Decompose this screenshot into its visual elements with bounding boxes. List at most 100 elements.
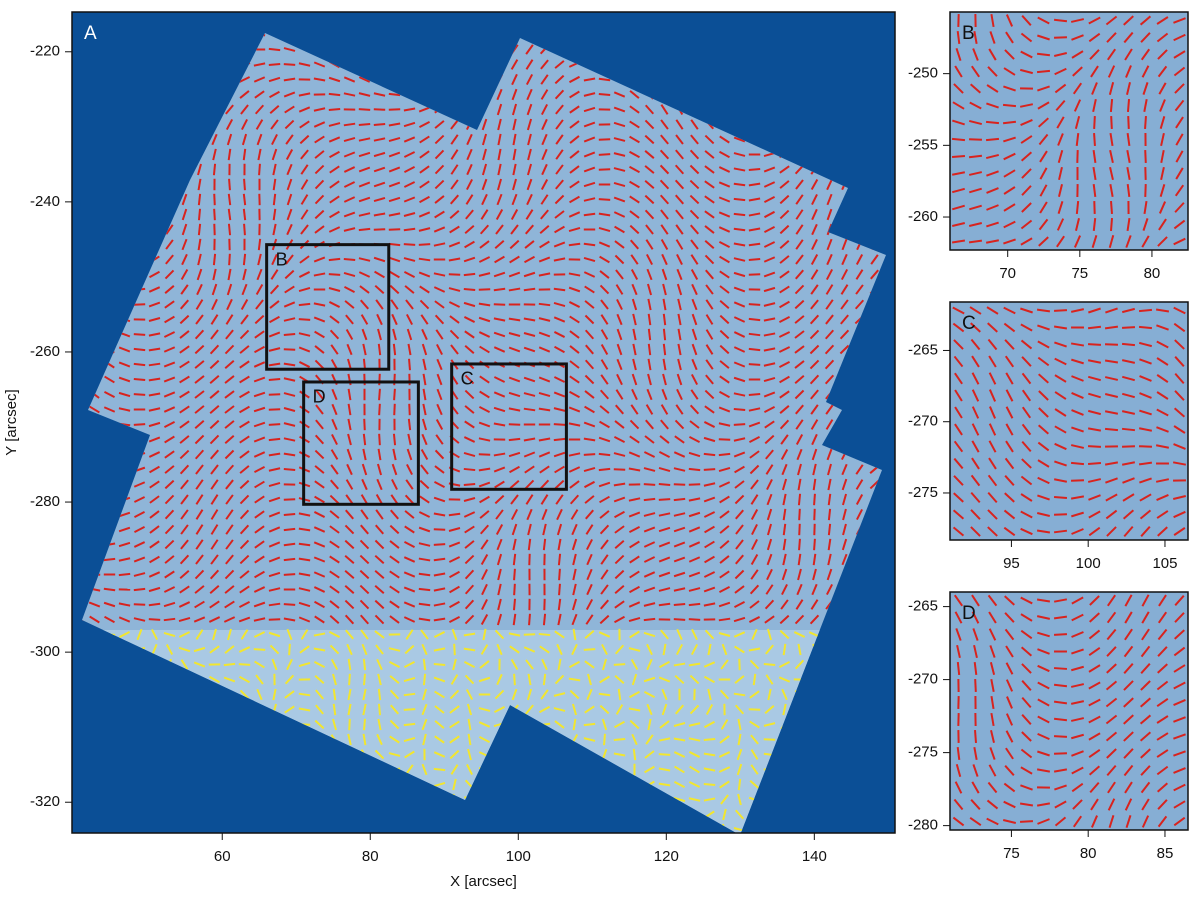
field-dash bbox=[359, 229, 370, 230]
field-dash bbox=[394, 404, 395, 415]
y-tick-label: -260 bbox=[908, 208, 938, 225]
field-dash bbox=[1003, 105, 1016, 106]
field-dash bbox=[269, 439, 280, 440]
field-dash bbox=[164, 619, 175, 620]
field-dash bbox=[394, 344, 395, 355]
field-dash bbox=[619, 689, 620, 700]
x-tick-label: 75 bbox=[1003, 845, 1020, 862]
field-dash bbox=[659, 754, 670, 755]
field-dash bbox=[649, 329, 650, 340]
field-dash bbox=[449, 274, 460, 275]
field-dash bbox=[599, 454, 610, 455]
field-dash bbox=[244, 254, 245, 265]
field-dash bbox=[464, 274, 475, 275]
field-dash bbox=[494, 304, 505, 305]
field-dash bbox=[464, 469, 475, 470]
field-dash bbox=[409, 404, 410, 415]
field-dash bbox=[104, 559, 115, 560]
field-dash bbox=[359, 124, 370, 125]
field-dash bbox=[349, 674, 350, 685]
field-dash bbox=[584, 724, 595, 725]
field-dash bbox=[749, 259, 760, 260]
field-dash bbox=[299, 304, 310, 305]
field-dash bbox=[224, 664, 235, 665]
field-dash bbox=[214, 194, 215, 205]
field-dash bbox=[394, 434, 395, 445]
field-dash bbox=[364, 434, 365, 445]
field-dash bbox=[644, 499, 655, 500]
field-dash bbox=[394, 374, 395, 385]
field-dash bbox=[829, 524, 830, 535]
field-dash bbox=[1088, 344, 1101, 345]
field-dash bbox=[975, 679, 976, 692]
field-dash bbox=[529, 539, 530, 550]
field-dash bbox=[604, 734, 605, 745]
field-dash bbox=[289, 644, 290, 655]
field-dash bbox=[379, 374, 380, 385]
x-tick-label: 140 bbox=[802, 848, 827, 865]
field-dash bbox=[1128, 99, 1129, 112]
field-dash bbox=[1122, 344, 1135, 345]
field-dash bbox=[379, 389, 380, 400]
field-dash bbox=[649, 344, 650, 355]
field-dash bbox=[704, 454, 715, 455]
field-dash bbox=[554, 439, 565, 440]
field-dash bbox=[419, 604, 430, 605]
field-dash bbox=[134, 304, 145, 305]
field-dash bbox=[529, 614, 530, 625]
y-tick-label: -260 bbox=[30, 343, 60, 360]
field-dash bbox=[539, 634, 550, 635]
field-dash bbox=[214, 164, 215, 175]
x-tick-label: 80 bbox=[1144, 265, 1161, 282]
field-dash bbox=[614, 469, 625, 470]
field-dash bbox=[1054, 37, 1067, 38]
y-tick-label: -280 bbox=[908, 817, 938, 834]
field-dash bbox=[749, 169, 760, 170]
field-dash bbox=[674, 604, 685, 605]
field-dash bbox=[284, 334, 295, 335]
field-dash bbox=[229, 254, 230, 265]
field-dash bbox=[1111, 201, 1112, 214]
y-tick-label: -300 bbox=[30, 643, 60, 660]
y-tick-label: -275 bbox=[908, 484, 938, 501]
field-dash bbox=[214, 254, 215, 265]
x-tick-label: 85 bbox=[1157, 845, 1174, 862]
field-dash bbox=[664, 329, 665, 340]
field-dash bbox=[374, 109, 385, 110]
field-dash bbox=[704, 469, 715, 470]
zoom-box-label: C bbox=[461, 369, 474, 389]
y-tick-label: -270 bbox=[908, 671, 938, 688]
field-dash bbox=[1128, 116, 1129, 129]
field-dash bbox=[404, 694, 415, 695]
field-dash bbox=[975, 730, 976, 743]
field-dash bbox=[379, 404, 380, 415]
field-dash bbox=[799, 494, 800, 505]
field-dash bbox=[674, 619, 685, 620]
field-dash bbox=[1088, 446, 1101, 447]
field-dash bbox=[814, 494, 815, 505]
field-dash bbox=[644, 484, 655, 485]
zoom-box-label: D bbox=[313, 387, 326, 407]
field-dash bbox=[244, 209, 245, 220]
field-dash bbox=[614, 664, 625, 665]
field-dash bbox=[749, 364, 760, 365]
field-dash bbox=[514, 674, 515, 685]
x-tick-label: 120 bbox=[654, 848, 679, 865]
image bbox=[950, 302, 1188, 540]
field-dash bbox=[739, 779, 740, 790]
field-dash bbox=[514, 599, 515, 610]
field-dash bbox=[814, 539, 815, 550]
field-dash bbox=[409, 419, 410, 430]
field-dash bbox=[284, 559, 295, 560]
field-dash bbox=[599, 199, 610, 200]
field-dash bbox=[374, 124, 385, 125]
field-dash bbox=[1145, 150, 1146, 163]
field-dash bbox=[344, 259, 355, 260]
field-dash bbox=[749, 709, 760, 710]
field-dash bbox=[1054, 668, 1067, 669]
field-dash bbox=[329, 259, 340, 260]
field-dash bbox=[986, 139, 999, 140]
field-dash bbox=[1071, 463, 1084, 464]
field-dash bbox=[1105, 429, 1118, 430]
field-dash bbox=[269, 64, 280, 65]
